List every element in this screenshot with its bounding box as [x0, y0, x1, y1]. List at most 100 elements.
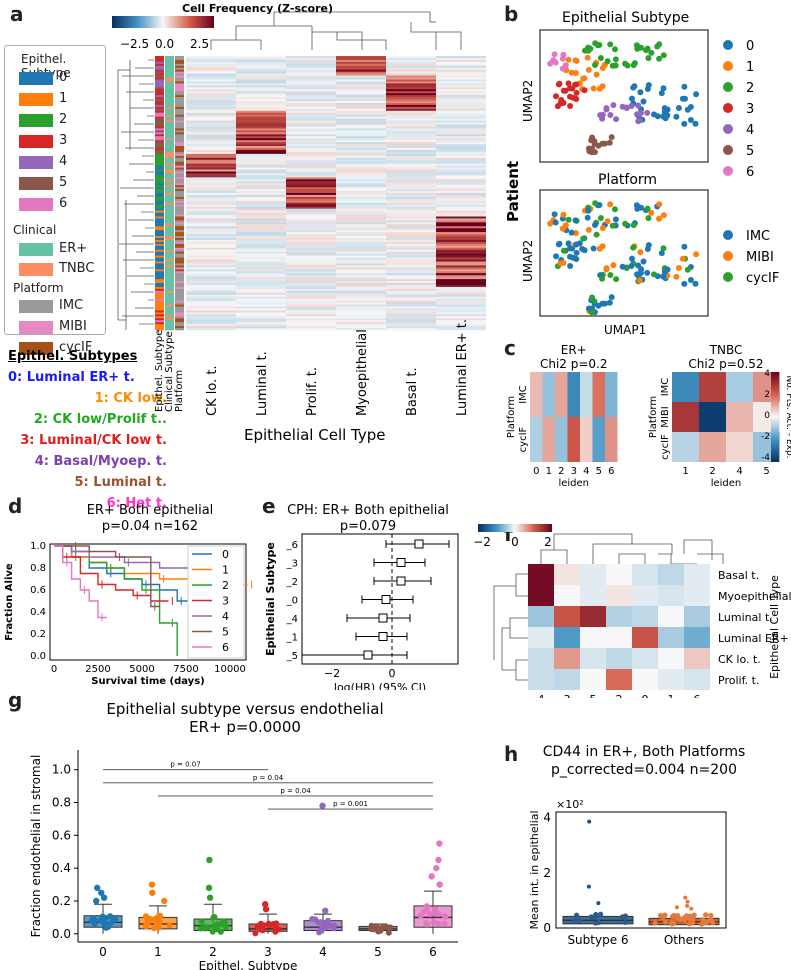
cluster-row-label: Prolif. t. — [718, 674, 759, 687]
cluster-cell — [606, 648, 632, 669]
annot-clinical-cell — [165, 298, 174, 301]
heatmap-a-cell — [336, 191, 386, 194]
annot-clinical-cell — [165, 194, 174, 198]
annot-subtype-cell — [155, 147, 164, 151]
umap-ylabel-2: UMAP2 — [521, 240, 535, 282]
endo-point — [424, 921, 431, 928]
annot-subtype-cell — [155, 157, 164, 161]
umap-point-subtype — [692, 120, 699, 127]
cph-title: CPH: ER+ Both epithelial — [287, 503, 449, 518]
endo-sig-label: p = 0.001 — [333, 800, 368, 808]
legend-subtype-label: 4 — [59, 154, 68, 169]
heatmap-a-cell — [236, 273, 286, 276]
heatmap-a-cell — [336, 161, 386, 164]
cd44-boxplot: CD44 in ER+, Both Platformsp_corrected=0… — [528, 744, 745, 947]
cph-hr-marker — [396, 558, 406, 567]
annot-clinical-cell — [165, 191, 174, 194]
cd44-outlier — [674, 905, 679, 910]
annot-subtype-cell — [155, 251, 164, 254]
heatmap-a-cell — [186, 181, 236, 184]
heatmap-a-cell — [236, 208, 286, 211]
heatmap-a-cell — [436, 198, 486, 202]
heatmap-a-cell — [286, 304, 336, 307]
chi2-col-label: 3 — [571, 466, 577, 477]
endo-ytick: 0.8 — [52, 796, 71, 810]
annot-platform-cell — [175, 56, 184, 59]
annot-platform-cell — [175, 120, 184, 123]
annot-subtype-cell — [155, 91, 164, 94]
annot-platform-cell — [175, 101, 184, 104]
heatmap-a-cell — [286, 61, 336, 65]
heatmap-a-cell — [436, 93, 486, 96]
cluster-row-label: Basal t. — [718, 569, 759, 582]
annot-platform-cell — [175, 124, 184, 127]
heatmap-a-cell — [436, 147, 486, 151]
heatmap-a-cell — [186, 95, 236, 98]
annot-subtype-cell — [155, 89, 164, 92]
annot-clinical-cell — [165, 314, 174, 317]
heatmap-a-cell — [286, 210, 336, 213]
heatmap-a-cell — [286, 257, 336, 260]
heatmap-a-cell — [286, 185, 336, 188]
heatmap-a-cell — [386, 306, 436, 309]
heatmap-a-cell — [386, 112, 436, 116]
chi2-col-label: 4 — [583, 466, 589, 477]
annot-platform-cell — [175, 279, 184, 282]
annot-clinical-cell — [165, 73, 174, 76]
legend-clinical-title: Clinical — [13, 223, 57, 237]
heatmap-a-row-annotations — [155, 56, 184, 331]
annot-clinical-cell — [165, 206, 174, 209]
annot-clinical-cell — [165, 56, 174, 59]
annot-clinical-cell — [165, 294, 174, 298]
heatmap-a-cell — [286, 79, 336, 82]
umap-point-platform — [597, 215, 604, 221]
heatmap-a-cell — [336, 75, 386, 78]
annot-platform-cell — [175, 204, 184, 207]
annot-clinical-cell — [165, 108, 174, 112]
heatmap-a-cell — [386, 273, 436, 276]
heatmap-a-cell — [286, 106, 336, 110]
annot-platform-cell — [175, 87, 184, 90]
umap-legend-marker — [723, 166, 733, 176]
annot-platform-cell — [175, 59, 184, 63]
heatmap-a-cell — [236, 56, 286, 59]
heatmap-a-cell — [386, 104, 436, 108]
annot-platform-cell — [175, 122, 184, 125]
annot-subtype-cell — [155, 193, 164, 196]
annot-subtype-cell — [155, 284, 164, 288]
cluster-cell — [658, 564, 684, 585]
heatmap-a-cell — [186, 67, 236, 70]
annot-clinical-cell — [165, 320, 174, 323]
umap-point-platform — [679, 255, 686, 262]
cd44-outlier — [587, 819, 592, 824]
annot-platform-cell — [175, 179, 184, 182]
heatmap-a-cell — [186, 75, 236, 78]
umap-points-1 — [547, 40, 700, 156]
heatmap-a-cell — [186, 200, 236, 204]
annot-subtype-cell — [155, 283, 164, 286]
annot-platform-cell — [175, 234, 184, 237]
km-legend-label: 2 — [222, 579, 229, 592]
umap-point-subtype — [679, 95, 686, 102]
heatmap-a-cell — [186, 290, 236, 294]
annot-subtype-cell — [155, 212, 164, 215]
heatmap-a-cell — [186, 140, 236, 143]
heatmap-a-cell — [436, 185, 486, 188]
heatmap-a-cell — [336, 326, 386, 329]
chi2-col-label: 1 — [682, 466, 688, 477]
heatmap-a-cell — [236, 298, 286, 301]
annot-platform-cell — [175, 155, 184, 159]
heatmap-a-cell — [386, 77, 436, 80]
chi2-col-label: 1 — [546, 466, 552, 477]
heatmap-a-cell — [236, 163, 286, 166]
heatmap-a-cell — [386, 314, 436, 317]
annot-platform-cell — [175, 163, 184, 166]
annot-clinical-cell — [165, 126, 174, 129]
annot-clinical-cell — [165, 69, 174, 72]
heatmap-a-cell — [236, 99, 286, 102]
annot-platform-cell — [175, 194, 184, 198]
annot-subtype-cell — [155, 245, 164, 249]
annot-clinical-cell — [165, 224, 174, 227]
heatmap-a-cell — [386, 245, 436, 249]
heatmap-a-cell — [436, 286, 486, 290]
